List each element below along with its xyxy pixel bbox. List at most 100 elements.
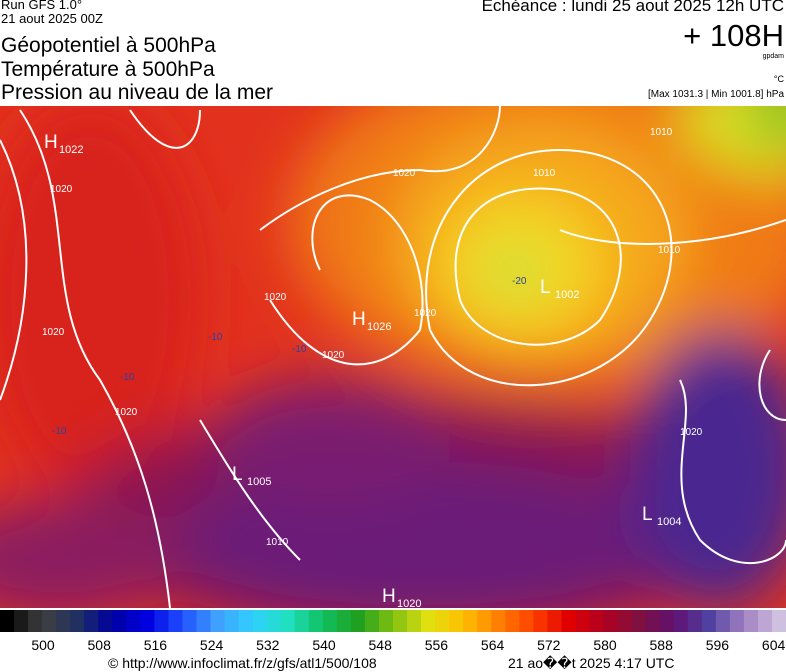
colorbar-cell [336,610,352,632]
center-letter: H [352,309,366,330]
colorbar-label: 540 [312,637,336,653]
run-date: 21 aout 2025 00Z [1,11,103,26]
colorbar-cell [715,610,731,632]
center-letter: L [642,504,653,525]
temp-label: -10 [208,332,223,343]
center-value: 1026 [367,321,391,333]
colorbar-cell [350,610,366,632]
colorbar-label: 508 [88,637,112,653]
colorbar-label: 548 [369,637,393,653]
colorbar-cell [70,610,85,632]
colorbar-cell [280,610,296,632]
unit-temp: °C [773,74,784,84]
isobars [0,106,786,608]
footer-timestamp: 21 ao��t 2025 4:17 UTC [508,655,674,671]
colorbar-cell [14,610,29,632]
colorbar-cell [701,610,717,632]
colorbar-label: 556 [425,637,449,653]
field [0,106,786,608]
colorbar-cell [407,610,422,632]
isobar-label: 1020 [414,308,437,319]
colorbar-cell [757,610,773,632]
temp-label: -10 [292,344,307,355]
isobar-label: 1020 [322,350,345,361]
colorbar-cell [505,610,520,632]
colorbar-cell [294,610,310,632]
colorbar-label: 604 [762,637,786,653]
colorbar-cell [0,610,15,632]
colorbar-cell [393,610,408,632]
colorbar-cell [182,610,197,632]
center-value: 1004 [657,516,681,528]
colorbar-cell [421,610,436,632]
colorbar-label: 516 [144,637,168,653]
colorbar-cell [589,610,605,632]
center-letter: H [382,586,396,607]
lead-time: + 108H [683,18,784,53]
colorbar-cell [126,610,141,632]
colorbar-cell [112,610,127,632]
colorbar-cell [743,610,759,632]
isobar-label: 1010 [658,245,681,256]
isobar-label: 1020 [393,168,416,179]
colorbar-cell [154,610,169,632]
colorbar-cell [322,610,338,632]
title: Température à 500hPa [1,58,215,81]
center-value: 1020 [397,598,421,610]
colorbar-cell [477,610,492,632]
temp-label: -10 [52,426,67,437]
unit-gp: gpdam [762,53,784,60]
colorbar-cell [673,610,689,632]
colorbar-label: 596 [706,637,730,653]
center-value: 1022 [59,144,83,156]
colorbar-cell [252,610,268,632]
colorbar-cell [603,610,619,632]
colorbar-cell [196,610,212,632]
isobar-label: 1020 [115,407,138,418]
colorbar-label: 588 [650,637,674,653]
isobar-label: 1020 [42,327,65,338]
colorbar-label: 532 [256,637,280,653]
colorbar-cell [308,610,324,632]
colorbar-cell [140,610,155,632]
center-letter: H [44,132,58,153]
isobar-label: 1010 [533,168,556,179]
isobar-label: 1020 [680,427,703,438]
colorbar-cell [617,610,633,632]
colorbar-cell [435,610,450,632]
colorbar-cell [561,610,576,632]
center-value: 1005 [247,476,271,488]
center-letter: L [232,464,243,485]
colorbar-label: 500 [31,637,55,653]
colorbar-cell [28,610,43,632]
colorbar-cell [729,610,745,632]
colorbar-cell [449,610,464,632]
colorbar-cell [364,610,380,632]
colorbar-cell [42,610,57,632]
colorbar-cell [98,610,113,632]
colorbar-cell [547,610,562,632]
colorbar-cell [631,610,647,632]
colorbar-cell [168,610,183,632]
isobar-label: 1020 [264,292,287,303]
center-value: 1002 [555,289,579,301]
colorbar-cell [491,610,506,632]
colorbar-label: 572 [537,637,561,653]
title: Géopotentiel à 500hPa [1,34,216,57]
colorbar-cell [771,610,786,632]
colorbar-label: 580 [593,637,617,653]
pressure-range: [Max 1031.3 | Min 1001.8] hPa [647,89,784,100]
colorbar-cell [687,610,703,632]
isobar-label: 1010 [650,127,673,138]
colorbar-label: 564 [481,637,505,653]
colorbar-cell [84,610,99,632]
colorbar-cell [463,610,478,632]
colorbar-cell [224,610,240,632]
colorbar-cell [645,610,661,632]
colorbar-cell [519,610,534,632]
isobar-label: 1010 [266,537,289,548]
temp-label: -10 [120,372,135,383]
colorbar-cell [659,610,675,632]
